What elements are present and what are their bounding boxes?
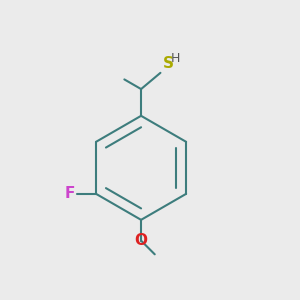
Text: O: O — [135, 233, 148, 248]
Text: S: S — [163, 56, 174, 71]
Text: H: H — [171, 52, 181, 65]
Text: F: F — [65, 186, 75, 201]
